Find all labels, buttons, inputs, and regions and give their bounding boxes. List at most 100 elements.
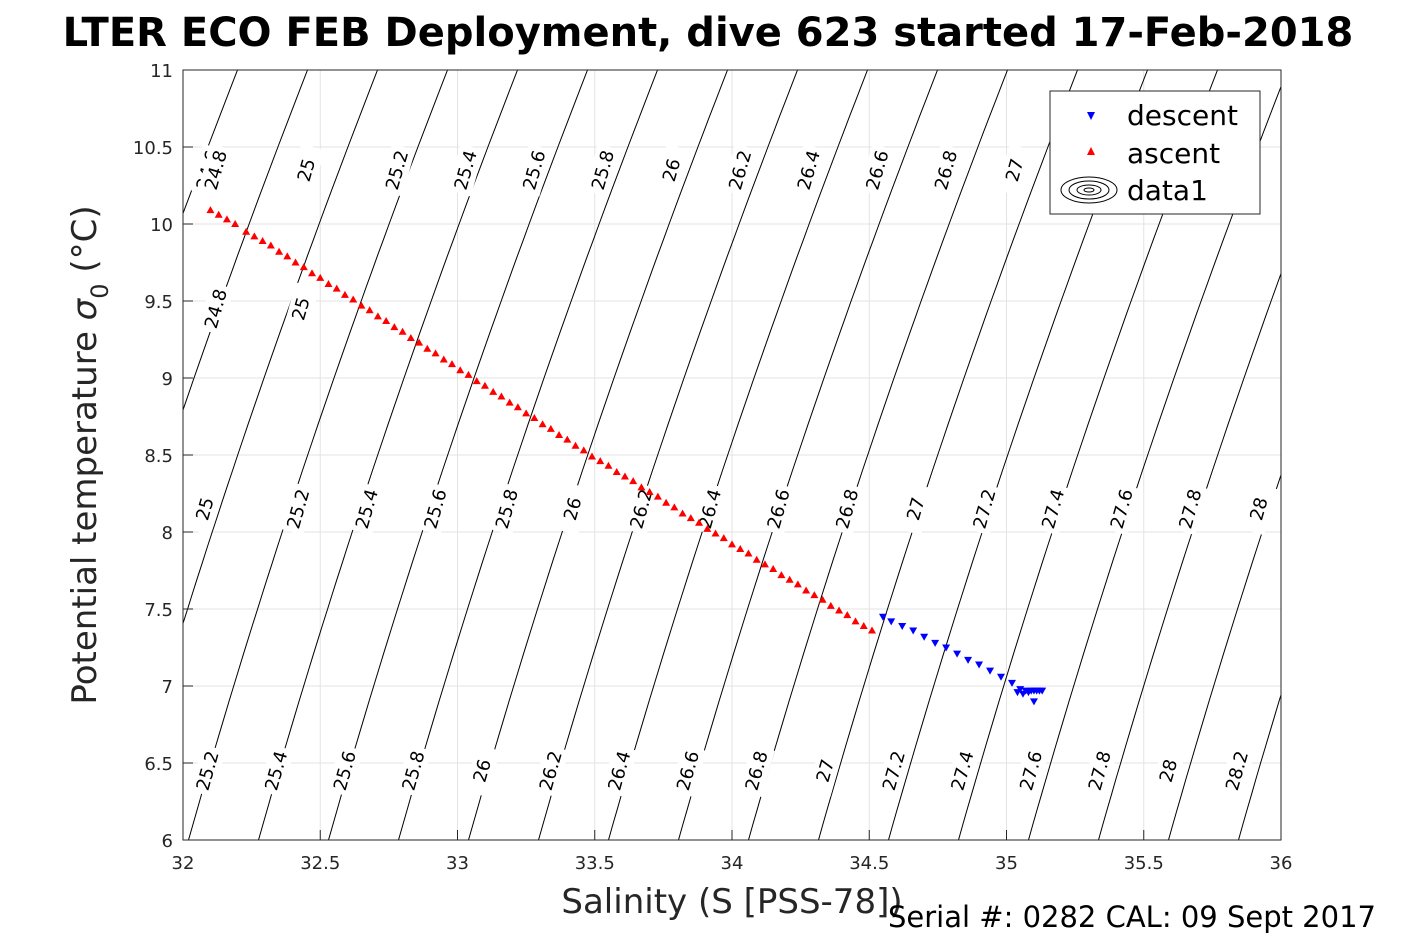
contour-label-background — [760, 482, 797, 536]
contour-label-background — [1172, 482, 1209, 536]
ascent-point — [826, 601, 835, 609]
ascent-point — [769, 564, 778, 572]
descent-point — [953, 650, 962, 658]
ascent-point — [340, 290, 349, 298]
y-tick-label: 6.5 — [144, 754, 173, 775]
ascent-point — [530, 414, 539, 422]
ascent-point — [258, 236, 267, 244]
ascent-point — [835, 606, 844, 614]
ascent-point — [719, 534, 728, 542]
contour-label-background — [875, 744, 913, 798]
contour-label-background — [1150, 744, 1187, 798]
density-contour-line — [397, 70, 659, 840]
descent-point — [1038, 687, 1047, 695]
contour-label-background — [722, 143, 759, 197]
descent-point — [975, 661, 984, 669]
ascent-point — [266, 241, 275, 249]
ascent-point — [670, 503, 679, 511]
contour-label-background — [829, 482, 866, 536]
ascent-point — [629, 477, 638, 485]
ascent-point — [398, 327, 407, 335]
contour-label-background — [897, 482, 934, 536]
contour-label-background — [258, 744, 295, 798]
contour-label-background — [928, 143, 965, 197]
legend: descent ascent data1 — [1049, 90, 1261, 215]
contour-label-background — [417, 482, 454, 536]
contour-label-background — [395, 744, 432, 798]
ascent-point — [571, 441, 580, 449]
contour-label-background — [488, 482, 525, 536]
footer-serial-cal: Serial #: 0282 CAL: 09 Sept 2017 — [888, 900, 1376, 934]
density-contour-line — [677, 70, 939, 840]
ascent-point — [538, 420, 547, 428]
contour-label-background — [653, 143, 690, 197]
ascent-point — [662, 498, 671, 506]
ascent-point — [843, 611, 852, 619]
density-contour-line — [607, 70, 869, 840]
descent-point — [964, 656, 973, 664]
contour-label-background — [280, 482, 317, 536]
y-axis-label-subscript: 0 — [86, 283, 114, 298]
legend-box — [1049, 90, 1261, 215]
ascent-point — [382, 317, 391, 325]
contour-label-background — [584, 143, 622, 197]
contour-label-background — [790, 143, 827, 197]
ascent-point — [316, 273, 325, 281]
y-axis-label-sigma: σ — [65, 297, 105, 320]
descent-point — [878, 613, 887, 621]
descent-point — [1018, 690, 1027, 698]
legend-ascent-label: ascent — [1127, 137, 1220, 170]
ascent-point — [802, 586, 811, 594]
ascent-point — [497, 392, 506, 400]
descent-point — [898, 622, 907, 630]
ascent-point — [686, 514, 695, 522]
ascent-point — [695, 518, 704, 526]
y-tick-label: 7.5 — [144, 600, 173, 621]
descent-point — [1024, 689, 1033, 697]
density-contour-line — [1237, 693, 1281, 840]
ascent-point — [456, 366, 465, 374]
y-tick-label: 9.5 — [144, 292, 173, 313]
ascent-point — [546, 424, 555, 432]
contour-label-background — [379, 143, 416, 197]
y-axis-ticks: 6 6.5 7 7.5 8 8.5 9 9.5 10 10.5 11 — [133, 61, 193, 852]
contour-label-background — [859, 143, 896, 197]
y-tick-label: 10.5 — [133, 138, 173, 159]
y-tick-label: 11 — [150, 61, 173, 82]
ascent-point — [448, 360, 457, 368]
ascent-point — [390, 323, 399, 331]
ascent-point — [480, 381, 489, 389]
y-axis-label-unit: (°C) — [65, 205, 105, 283]
y-axis-label: Potential temperature σ0 (°C) — [65, 205, 114, 704]
contour-label-background — [532, 744, 569, 798]
ascent-point — [793, 580, 802, 588]
ascent-point — [357, 301, 366, 309]
ascent-point — [214, 210, 223, 218]
ascent-point — [489, 387, 498, 395]
contour-label-background — [288, 143, 325, 197]
x-tick-label: 33 — [446, 853, 469, 874]
ascent-point — [406, 333, 415, 341]
density-contour-line — [183, 70, 379, 626]
legend-descent-label: descent — [1127, 99, 1238, 132]
contour-label-background — [186, 482, 224, 536]
density-contour-line — [1300, 39, 1417, 871]
ascent-point — [431, 349, 440, 357]
legend-data1-label: data1 — [1127, 174, 1208, 207]
y-tick-label: 6 — [162, 831, 173, 852]
ascent-point — [283, 252, 292, 260]
density-contour-line — [467, 70, 729, 840]
y-axis-label-main: Potential temperature — [65, 320, 105, 704]
ascent-point — [472, 377, 481, 385]
contour-label-background — [282, 282, 320, 336]
contour-label-background — [464, 744, 501, 798]
x-tick-label: 35 — [995, 853, 1018, 874]
density-contour-line — [537, 70, 799, 840]
ascent-point — [612, 467, 621, 475]
contour-label-background — [1035, 482, 1072, 536]
ascent-point — [728, 540, 736, 548]
ascent-point — [744, 549, 753, 557]
legend-contour-marker — [1060, 176, 1118, 204]
ascent-point — [349, 295, 358, 303]
descent-point — [942, 644, 951, 652]
